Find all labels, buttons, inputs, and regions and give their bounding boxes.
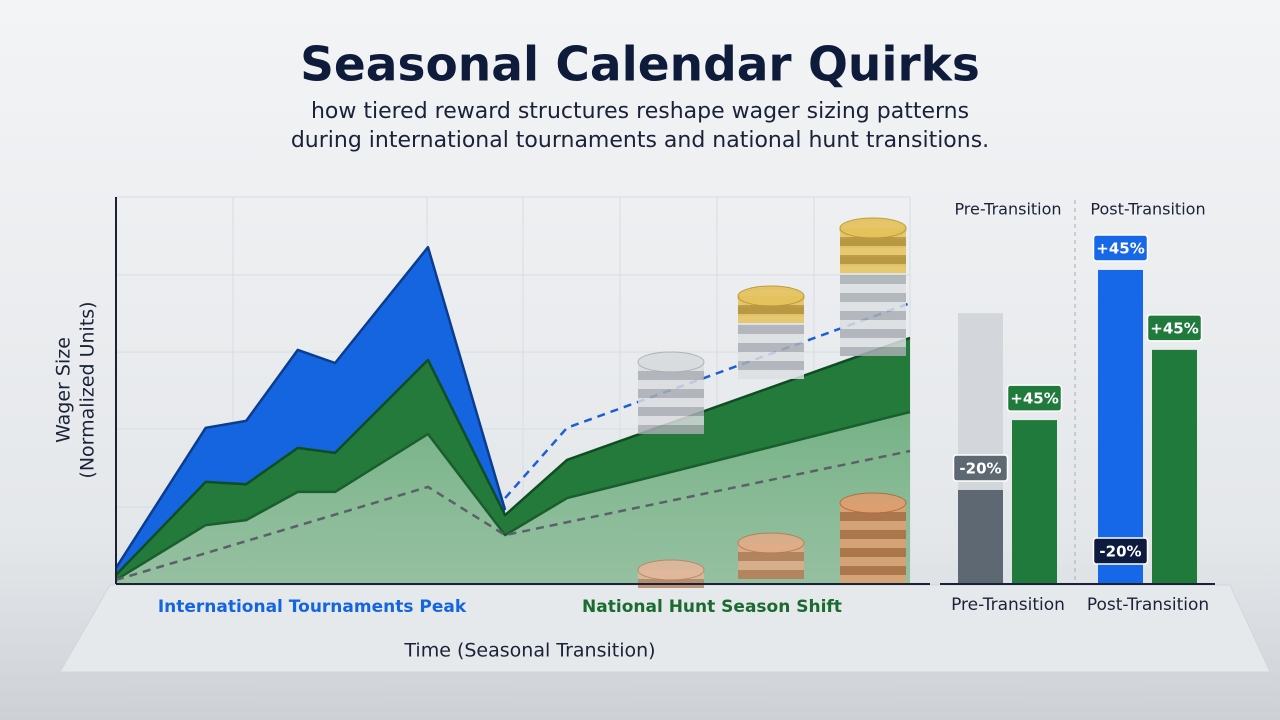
plot: International Tournaments Peak National H… (114, 217, 911, 617)
x-tick-label: Post-Transition (1087, 595, 1209, 615)
dashed-line (115, 449, 911, 582)
chip (840, 255, 906, 264)
chip (840, 566, 906, 575)
chip (840, 275, 906, 284)
chip (638, 389, 704, 398)
area-line (114, 245, 507, 569)
chip (738, 343, 804, 352)
chip (738, 370, 804, 379)
chip (840, 530, 906, 539)
chip (840, 521, 906, 530)
chip (840, 512, 906, 521)
chip (738, 314, 804, 323)
badge (1006, 384, 1063, 412)
chip (840, 320, 906, 329)
bar-chart: Pre-Transition Post-Transition Pre-Transit… (951, 200, 1209, 616)
subtitle: during international tournaments and nat… (291, 128, 989, 153)
chip (738, 570, 804, 579)
badge (952, 454, 1009, 482)
badge-label: +45% (1150, 319, 1198, 337)
badge (1092, 537, 1149, 565)
region-label: International Tournaments Peak (158, 597, 467, 617)
chip (840, 338, 906, 347)
subtitle: how tiered reward structures reshape wag… (311, 99, 969, 124)
chip (638, 407, 704, 416)
area-fill (116, 412, 910, 583)
y-axis-label: (Normalized Units) (77, 301, 99, 478)
badge-label: -20% (959, 459, 1001, 477)
badge-label: +45% (1010, 390, 1058, 408)
badge (1146, 314, 1203, 342)
chip (738, 552, 804, 561)
chip-top (737, 532, 805, 554)
chip (738, 334, 804, 343)
chip (638, 398, 704, 407)
bar (1012, 420, 1057, 583)
chip-top (839, 217, 907, 239)
chip (840, 575, 906, 584)
chip (738, 352, 804, 361)
chip-top (839, 492, 907, 514)
chip-top (637, 351, 705, 373)
chip (638, 380, 704, 389)
chip-top (637, 559, 705, 581)
chip (840, 284, 906, 293)
chip (840, 311, 906, 320)
chip (738, 325, 804, 334)
chip (840, 548, 906, 557)
chip (840, 264, 906, 273)
chip-top (737, 285, 805, 307)
chip (638, 425, 704, 434)
chip (738, 561, 804, 570)
chip (840, 293, 906, 302)
x-tick-label: Pre-Transition (951, 595, 1065, 615)
chip (840, 302, 906, 311)
area-line (115, 410, 911, 581)
chip (840, 539, 906, 548)
bar (1098, 269, 1143, 583)
chip (638, 416, 704, 425)
chip (840, 329, 906, 338)
chip (840, 347, 906, 356)
title: Seasonal Calendar Quirks (300, 38, 980, 93)
chip (840, 237, 906, 246)
bar (958, 489, 1003, 583)
badge-label: -20% (1099, 543, 1141, 561)
bar (1152, 349, 1197, 583)
chip (840, 557, 906, 566)
chip (638, 371, 704, 380)
chip (738, 361, 804, 370)
chip (738, 305, 804, 314)
column-header: Pre-Transition (954, 200, 1061, 219)
chip (840, 246, 906, 255)
area-line (115, 336, 911, 576)
badge (1092, 234, 1149, 262)
x-axis-label: Time (Seasonal Transition) (403, 640, 655, 662)
column-header: Post-Transition (1090, 200, 1205, 219)
region-label: National Hunt Season Shift (582, 597, 842, 617)
y-axis-label: Wager Size (53, 337, 75, 443)
badge-label: +45% (1096, 239, 1144, 257)
